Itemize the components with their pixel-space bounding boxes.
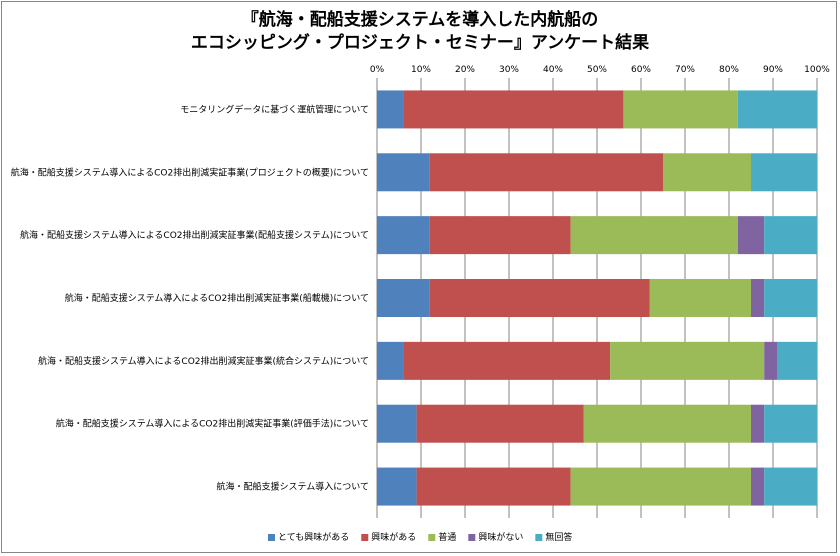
bar-segment (751, 404, 765, 443)
bars (377, 90, 817, 506)
bar-segment (377, 153, 430, 192)
x-tick-label: 30% (499, 65, 519, 75)
category-label: 航海・配船支援システム導入によるCO2排出削減実証事業(統合システム)について (38, 355, 369, 367)
category-label: 航海・配船支援システム導入によるCO2排出削減実証事業(プロジェクトの概要)につ… (11, 166, 369, 178)
category-label: モニタリングデータに基づく運航管理について (180, 103, 369, 115)
x-tick-label: 90% (763, 65, 783, 75)
bar-segment (377, 404, 417, 443)
legend-label: 普通 (438, 531, 456, 543)
x-tick-label: 70% (675, 65, 695, 75)
bar-segment (403, 341, 611, 380)
bar-segment (737, 90, 817, 129)
x-tick-label: 20% (455, 65, 475, 75)
bar-segment (751, 467, 765, 506)
bar-segment (377, 279, 430, 317)
x-tick-label: 100% (804, 65, 830, 75)
bar-segment (429, 153, 663, 192)
bar-segment (751, 153, 817, 192)
bar-segment (764, 467, 817, 506)
chart-title-line-1: 『航海・配船支援システムを導入した内航船の (242, 9, 599, 30)
legend-swatch (268, 534, 275, 541)
legend-label: 興味がない (478, 531, 523, 543)
legend-label: とても興味がある (278, 531, 349, 543)
x-tick-label: 80% (719, 65, 739, 75)
legend-swatch (361, 534, 369, 541)
x-tick-label: 40% (543, 65, 563, 75)
category-label: 航海・配船支援システム導入について (217, 481, 369, 493)
legend-label: 興味がある (371, 531, 416, 543)
bar-segment (610, 341, 765, 380)
bar-segment (570, 216, 738, 255)
category-label: 航海・配船支援システム導入によるCO2排出削減実証事業(配船支援システム)につい… (20, 229, 369, 241)
bar-segment (570, 467, 751, 506)
chart-title-line-2: エコシッピング・プロジェクト・セミナー』アンケート結果 (191, 32, 649, 53)
bar-segment (429, 216, 571, 255)
bar-segment (377, 467, 417, 506)
bar-segment (377, 216, 430, 255)
bar-segment (737, 216, 765, 255)
bar-segment (751, 279, 765, 317)
x-tick-label: 10% (411, 65, 431, 75)
bar-segment (649, 279, 751, 317)
category-labels: モニタリングデータに基づく運航管理について航海・配船支援システム導入によるCO2… (11, 103, 369, 492)
legend-label: 無回答 (545, 531, 572, 543)
category-label: 航海・配船支援システム導入によるCO2排出削減実証事業(評価手法)について (56, 418, 369, 430)
bar-segment (764, 216, 817, 255)
bar-segment (764, 279, 817, 317)
x-tick-label: 50% (587, 65, 607, 75)
bar-segment (403, 90, 624, 129)
bar-segment (663, 153, 751, 192)
bar-segment (764, 404, 817, 443)
bar-segment (377, 90, 404, 129)
x-axis-tick-labels: 0% 10% 20% 30% 40% 50% 60% 70% 80% 90% 100% (370, 65, 830, 75)
legend: とても興味がある 興味がある 普通 興味がない 無回答 (268, 531, 572, 543)
category-label: 航海・配船支援システム導入によるCO2排出削減実証事業(船載機)について (65, 292, 369, 304)
bar-segment (416, 404, 584, 443)
x-tick-label: 60% (631, 65, 651, 75)
bar-segment (623, 90, 738, 129)
bar-segment (429, 279, 650, 317)
bar-segment (416, 467, 571, 506)
bar-segment (377, 341, 404, 380)
x-tick-label: 0% (370, 65, 385, 75)
legend-swatch (535, 534, 543, 541)
bar-segment (777, 341, 817, 380)
legend-swatch (428, 534, 436, 541)
bar-segment (764, 341, 778, 380)
legend-swatch (468, 534, 476, 541)
bar-segment (583, 404, 751, 443)
